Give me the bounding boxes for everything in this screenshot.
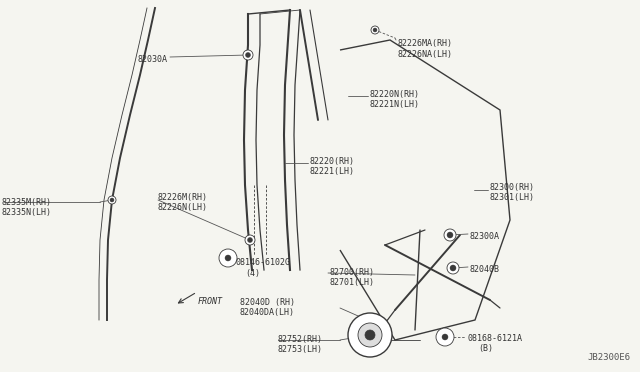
Text: 82226MA(RH): 82226MA(RH) xyxy=(398,39,453,48)
Circle shape xyxy=(108,196,116,204)
Text: 82226NA(LH): 82226NA(LH) xyxy=(398,50,453,59)
Circle shape xyxy=(248,237,253,243)
Text: 82040B: 82040B xyxy=(470,265,500,274)
Text: 82300A: 82300A xyxy=(470,232,500,241)
Text: 82335N(LH): 82335N(LH) xyxy=(2,208,52,217)
Circle shape xyxy=(373,28,377,32)
Circle shape xyxy=(436,328,454,346)
Text: 82752(RH): 82752(RH) xyxy=(278,335,323,344)
Circle shape xyxy=(243,50,253,60)
Text: 82226N(LH): 82226N(LH) xyxy=(157,203,207,212)
Circle shape xyxy=(447,262,459,274)
Circle shape xyxy=(358,323,382,347)
Text: FRONT: FRONT xyxy=(198,297,223,306)
Text: 82040DA(LH): 82040DA(LH) xyxy=(240,308,295,317)
Text: 82221(LH): 82221(LH) xyxy=(310,167,355,176)
Circle shape xyxy=(444,229,456,241)
Text: 82221N(LH): 82221N(LH) xyxy=(370,100,420,109)
Circle shape xyxy=(447,232,453,238)
Text: 08168-6121A: 08168-6121A xyxy=(468,334,523,343)
Circle shape xyxy=(219,249,237,267)
Text: JB2300E6: JB2300E6 xyxy=(587,353,630,362)
Text: 08146-6102G: 08146-6102G xyxy=(235,258,290,267)
Circle shape xyxy=(110,198,114,202)
Text: 82301(LH): 82301(LH) xyxy=(490,193,535,202)
Circle shape xyxy=(371,26,379,34)
Text: (4): (4) xyxy=(245,269,260,278)
Text: 82030A: 82030A xyxy=(138,55,168,64)
Text: 82335M(RH): 82335M(RH) xyxy=(2,198,52,207)
Text: 82300(RH): 82300(RH) xyxy=(490,183,535,192)
Circle shape xyxy=(442,334,448,340)
Circle shape xyxy=(225,255,231,261)
Circle shape xyxy=(450,265,456,271)
Text: 82220N(RH): 82220N(RH) xyxy=(370,90,420,99)
Circle shape xyxy=(246,52,250,58)
Circle shape xyxy=(245,235,255,245)
Text: (B): (B) xyxy=(478,344,493,353)
Text: 82226M(RH): 82226M(RH) xyxy=(157,193,207,202)
Text: 82700(RH): 82700(RH) xyxy=(330,268,375,277)
Text: 82753(LH): 82753(LH) xyxy=(278,345,323,354)
Circle shape xyxy=(365,330,375,340)
Text: 82701(LH): 82701(LH) xyxy=(330,278,375,287)
Text: 82220(RH): 82220(RH) xyxy=(310,157,355,166)
Circle shape xyxy=(348,313,392,357)
Text: 82040D (RH): 82040D (RH) xyxy=(240,298,295,307)
